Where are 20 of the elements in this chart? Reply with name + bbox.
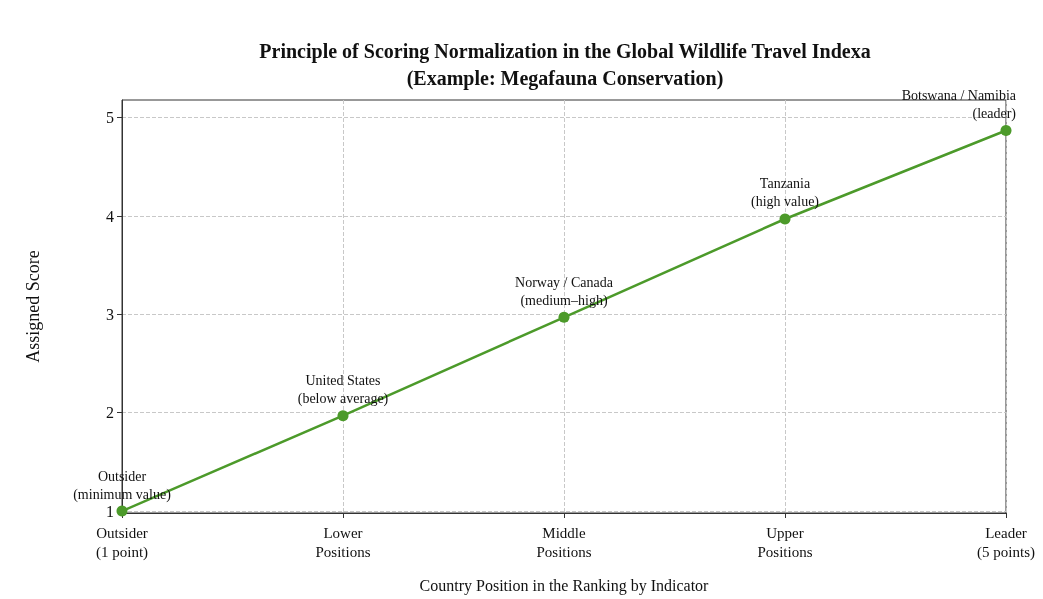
y-axis-title: Assigned Score [23,250,43,363]
chart-title: Principle of Scoring Normalization in the Global Wildlife Travel Indexa (Example: Megafauna Conservation) [259,39,871,90]
x-axis-title: Country Position in the Ranking by Indicator [419,576,710,595]
y-tick-label: 5 [106,109,114,127]
y-tick-label: 3 [106,305,114,323]
y-tick-label: 1 [106,502,114,520]
x-tick-label: Outsider (1 point) [95,524,149,561]
x-tick-label: Leader (5 points) [977,524,1035,561]
x-tick-label: Middle Positions [536,524,592,560]
point [116,505,128,517]
point [779,213,791,225]
annotation: Botswana / Namibia (leader) [901,87,1017,122]
point [337,410,349,422]
x-tick-label: Lower Positions [315,524,371,560]
point [1000,124,1012,136]
y-tick-label: 2 [106,404,114,422]
annotation: Tanzania (high value) [750,176,820,211]
y-tick-label: 4 [106,207,114,225]
x-tick-label: Upper Positions [757,524,813,560]
point [558,311,570,323]
